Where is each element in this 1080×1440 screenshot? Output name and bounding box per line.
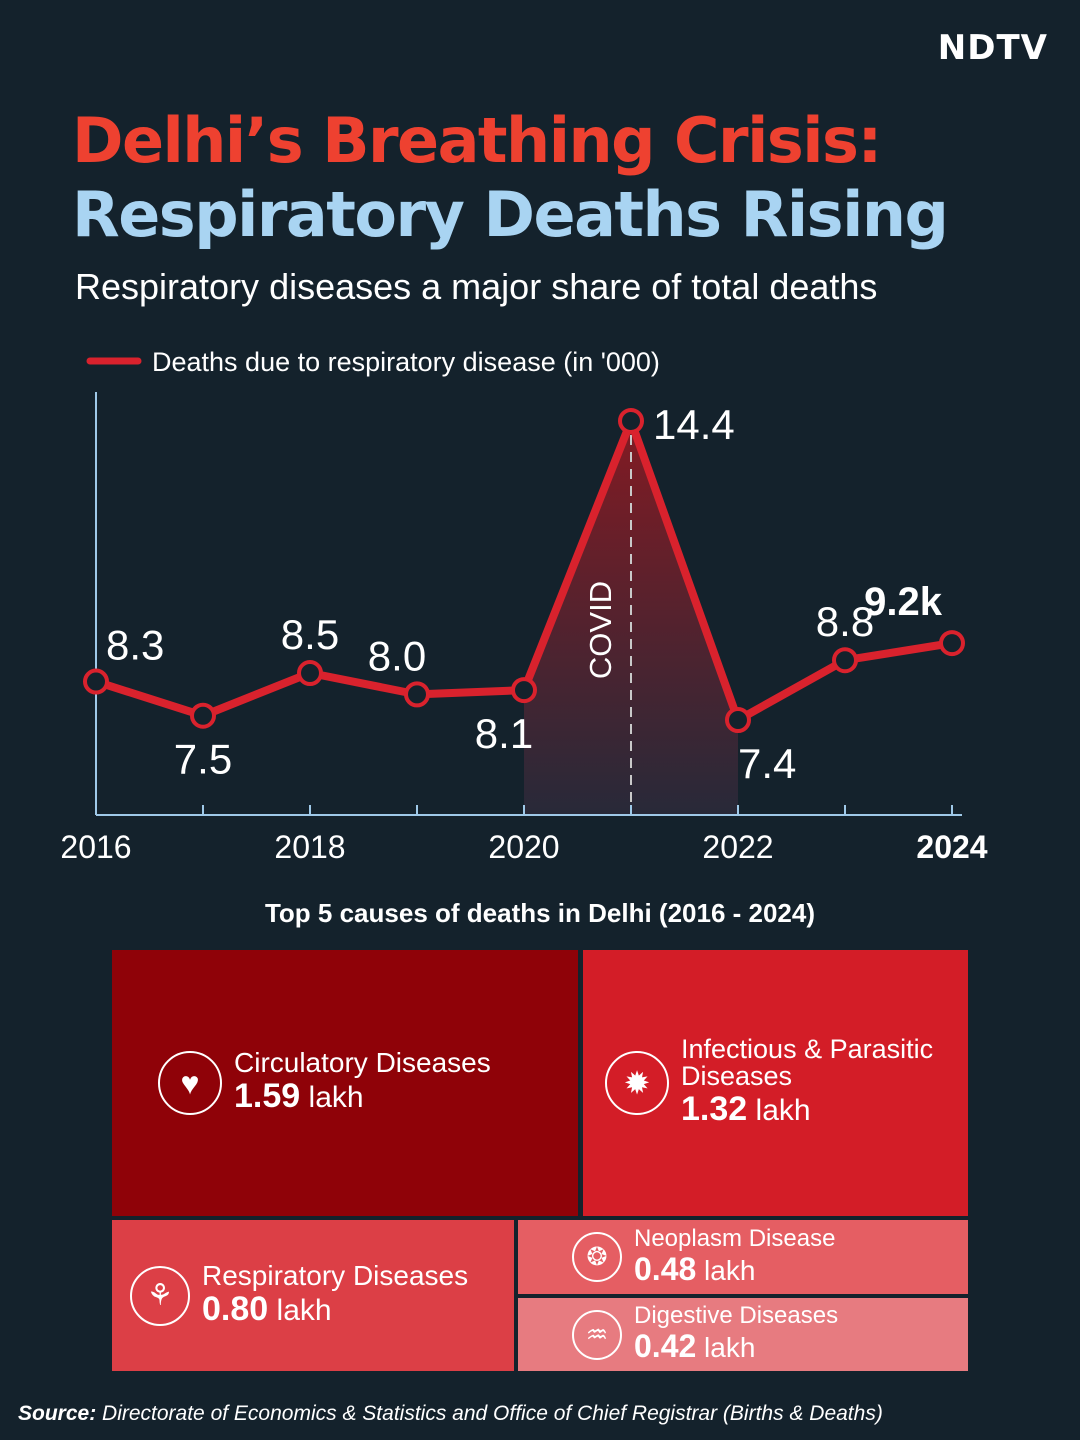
legend-label: Deaths due to respiratory disease (in '0… xyxy=(152,347,660,377)
data-label: 7.4 xyxy=(738,740,796,787)
data-label: 14.4 xyxy=(653,401,735,448)
data-label: 8.3 xyxy=(106,622,164,669)
treemap-item-unit: lakh xyxy=(696,1254,756,1286)
treemap-item-unit: lakh xyxy=(300,1081,364,1115)
x-tick-label: 2020 xyxy=(488,829,559,865)
intestine-icon: ♒ xyxy=(572,1309,622,1360)
data-label: 8.5 xyxy=(281,611,339,658)
lungs-icon: ⚘ xyxy=(130,1265,190,1326)
data-point xyxy=(939,630,965,657)
x-tick-label: 2016 xyxy=(60,829,131,865)
data-point xyxy=(618,408,644,434)
title-line-2: Respiratory Deaths Rising xyxy=(72,178,949,251)
treemap-tile-digestive-diseases: ♒ Digestive Diseases 0.42 lakh xyxy=(518,1298,968,1371)
data-point xyxy=(404,681,430,708)
series-line xyxy=(94,417,953,724)
title-line-1: Delhi’s Breathing Crisis: xyxy=(72,104,882,177)
treemap-tile-circulatory-diseases: ♥ Circulatory Diseases 1.59 lakh xyxy=(112,950,578,1216)
treemap-item-unit: lakh xyxy=(268,1293,332,1327)
treemap-item-value: 0.80 xyxy=(202,1289,269,1328)
source-note: Source: Directorate of Economics & Stati… xyxy=(18,1402,883,1426)
treemap-item-value: 0.42 xyxy=(634,1328,697,1365)
data-label: 7.5 xyxy=(174,736,232,783)
data-point xyxy=(190,702,216,729)
treemap-tile-respiratory-diseases: ⚘ Respiratory Diseases 0.80 lakh xyxy=(112,1220,514,1371)
x-tick-label: 2018 xyxy=(274,829,345,865)
treemap-item-unit: lakh xyxy=(696,1332,756,1364)
treemap-item-value: 1.59 xyxy=(234,1077,301,1116)
treemap-item-unit: lakh xyxy=(747,1094,811,1128)
ndtv-logo: NDTV xyxy=(937,28,1048,68)
data-point xyxy=(83,668,109,695)
data-point xyxy=(297,660,323,687)
treemap-item-name: Neoplasm Disease xyxy=(634,1224,836,1252)
data-point xyxy=(511,677,537,704)
heart-icon: ♥ xyxy=(158,1051,222,1115)
treemap-title: Top 5 causes of deaths in Delhi (2016 - … xyxy=(264,898,816,928)
virus-icon: ✹ xyxy=(605,1051,669,1115)
respiratory-deaths-line-chart: Deaths due to respiratory disease (in '0… xyxy=(60,347,987,865)
data-label: 8.1 xyxy=(475,710,533,757)
covid-shaded-area xyxy=(524,421,738,815)
data-point xyxy=(725,707,751,733)
subtitle: Respiratory diseases a major share of to… xyxy=(75,266,878,307)
x-tick-label: 2024 xyxy=(916,829,987,865)
neoplasm-icon: ❂ xyxy=(572,1232,622,1282)
x-tick-label: 2022 xyxy=(702,829,773,865)
treemap-item-value: 0.48 xyxy=(634,1250,697,1287)
source-text: Directorate of Economics & Statistics an… xyxy=(102,1402,883,1425)
data-label: 8.8 xyxy=(816,598,874,645)
treemap-tile-neoplasm-disease: ❂ Neoplasm Disease 0.48 lakh xyxy=(518,1220,968,1294)
source-label: Source: xyxy=(18,1402,97,1425)
data-label: 9.2k xyxy=(864,580,943,624)
treemap-tile-infectious-parasitic-diseases: ✹ Infectious & Parasitic Diseases 1.32 lak… xyxy=(583,950,968,1216)
data-point xyxy=(832,647,858,674)
treemap-item-name: Infectious & Parasitic Diseases xyxy=(681,1034,934,1092)
covid-annotation: COVID xyxy=(583,581,618,679)
treemap-item-value: 1.32 xyxy=(681,1090,748,1129)
data-label: 8.0 xyxy=(368,632,426,679)
treemap-item-name: Circulatory Diseases xyxy=(234,1047,491,1079)
treemap-item-name: Respiratory Diseases xyxy=(202,1259,469,1291)
treemap-item-name: Digestive Diseases xyxy=(634,1302,839,1330)
